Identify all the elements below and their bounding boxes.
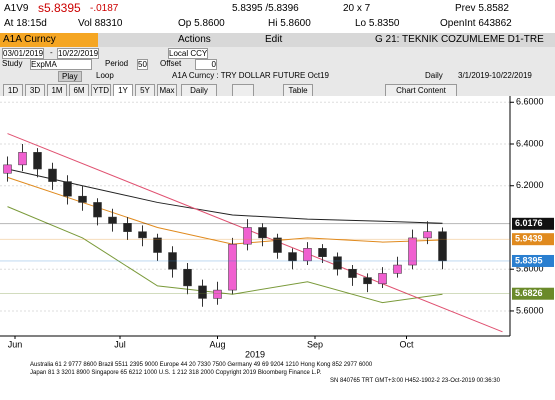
candle-body <box>33 152 42 170</box>
candle-body <box>123 223 132 232</box>
period-bar: Table Chart Content 1D 3D 1M 6M YTD 1Y 5Y Max Da… <box>0 82 555 97</box>
chart: 6.6000 6.4000 6.2000 5.8000 5.6000 Jun Jul Aug S… <box>0 96 554 359</box>
high: Hi 5.8600 <box>268 18 311 29</box>
candle-body <box>273 237 282 253</box>
study[interactable]: ExpMA <box>30 59 92 70</box>
actions-menu[interactable]: Actions <box>178 34 211 45</box>
price-label: 5.9439 <box>515 234 543 244</box>
last: s5.8395 <box>38 1 81 15</box>
candle-body <box>228 243 237 291</box>
y-tick-label: 6.6000 <box>516 97 544 107</box>
range: 3/1/2019-10/22/2019 <box>458 71 532 80</box>
price-label: 5.8395 <box>515 255 543 265</box>
candle-body <box>423 231 432 239</box>
x-axis-label: 2019 <box>245 349 265 359</box>
y-tick-label: 6.2000 <box>516 180 544 190</box>
candle-body <box>93 202 102 218</box>
x-tick-label: Oct <box>399 339 414 349</box>
end-date[interactable]: 10/22/2019 <box>57 48 100 59</box>
candle-body <box>363 277 372 285</box>
offset-label: Offset <box>160 59 182 68</box>
prev: Prev 5.8582 <box>455 3 509 14</box>
start-date[interactable]: 03/01/2019 <box>2 48 45 59</box>
candle-body <box>288 252 297 262</box>
page-title: G 21: TEKNIK COZUMLEME D1-TRE <box>375 34 544 45</box>
toolbar: A1A Curncy Actions Edit G 21: TEKNIK COZ… <box>0 33 555 47</box>
indicator-line <box>7 133 503 333</box>
footer-line: Japan 81 3 3201 8900 Singapore 65 6212 1… <box>30 370 322 376</box>
period[interactable]: 50 <box>137 59 148 70</box>
x-tick-label: Jul <box>114 339 126 349</box>
candle-body <box>153 237 162 253</box>
candle-body <box>318 248 327 257</box>
candle-body <box>183 268 192 287</box>
currency[interactable]: Local CCY <box>168 48 209 59</box>
candle-body <box>408 237 417 266</box>
candle-body <box>348 268 357 278</box>
y-tick-label: 5.8000 <box>516 264 544 274</box>
candle-body <box>3 164 12 174</box>
price-label-box <box>512 287 554 300</box>
footer-line: SN 840765 TRT GMT+3:00 H452-1902-2 23-Oc… <box>330 378 500 384</box>
candle-body <box>378 273 387 285</box>
study-label: Study <box>2 59 23 68</box>
low: Lo 5.8350 <box>355 18 400 29</box>
date-dash: - <box>50 48 53 57</box>
y-tick-label: 5.6000 <box>516 305 544 315</box>
x-tick-label: Jun <box>8 339 23 349</box>
candle-body <box>393 264 402 274</box>
candle-body <box>138 231 147 239</box>
candle-body <box>213 289 222 299</box>
frequency: Daily <box>425 71 443 80</box>
open-interest: OpenInt 643862 <box>440 18 512 29</box>
candle-body <box>18 152 27 166</box>
candle-body <box>63 181 72 197</box>
price-label: 6.0176 <box>515 218 543 228</box>
open: Op 5.8600 <box>178 18 225 29</box>
time: At 18:15d <box>4 18 47 29</box>
ticker: A1V9 <box>4 3 29 14</box>
candle-body <box>243 227 252 245</box>
edit-menu[interactable]: Edit <box>265 34 283 45</box>
security[interactable]: A1A Curncy <box>0 33 98 47</box>
volume: Vol 88310 <box>78 18 123 29</box>
candle-body <box>48 168 57 182</box>
size: 20 x 7 <box>343 3 371 14</box>
candle-body <box>438 231 447 262</box>
price-label-box <box>512 254 554 267</box>
description: A1A Curncy : TRY DOLLAR FUTURE Oct19 <box>172 71 329 80</box>
footer-line: Australia 61 2 9777 8600 Brazil 5511 239… <box>30 362 373 368</box>
bid-ask: 5.8395 /5.8396 <box>232 3 299 14</box>
price-label-box <box>512 233 554 246</box>
candle-body <box>78 195 87 203</box>
change: -.0187 <box>90 3 119 14</box>
candle-body <box>333 256 342 270</box>
y-tick-label: 6.4000 <box>516 138 544 148</box>
candle-body <box>303 248 312 262</box>
x-tick-label: Aug <box>209 339 225 349</box>
price-label: 5.6826 <box>515 288 543 298</box>
loop-checkbox[interactable]: Loop <box>96 71 114 80</box>
price-label-box <box>512 217 554 230</box>
settings: 03/01/2019 - 10/22/2019 Local CCY Study … <box>0 47 555 82</box>
x-tick-label: Sep <box>307 339 323 349</box>
play-button[interactable]: Play <box>58 71 82 82</box>
offset[interactable]: 0 <box>195 59 217 70</box>
candle-body <box>198 285 207 299</box>
period-label: Period <box>105 59 129 68</box>
candle-body <box>258 227 267 239</box>
quote-bar: A1V9 s5.8395 -.0187 5.8395 /5.8396 20 x … <box>0 0 555 33</box>
candle-body <box>108 216 117 224</box>
